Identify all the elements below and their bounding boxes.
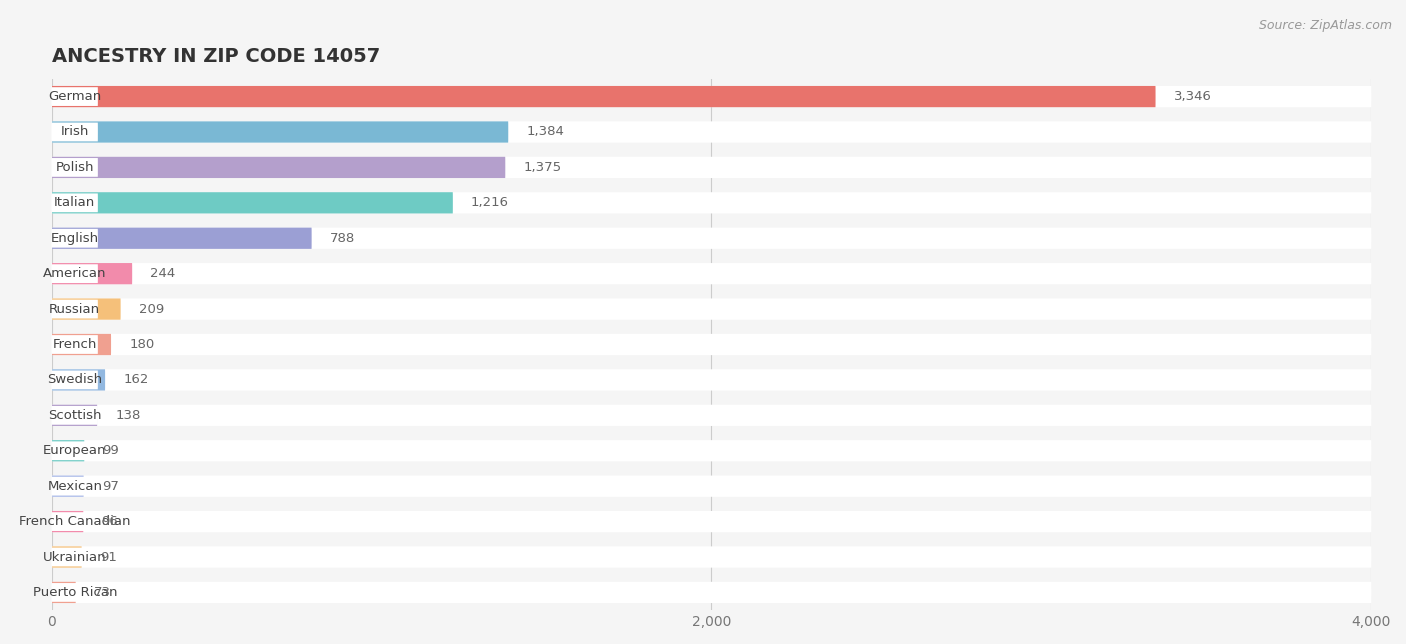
Text: Ukrainian: Ukrainian	[44, 551, 107, 564]
FancyBboxPatch shape	[52, 227, 312, 249]
Text: 97: 97	[101, 480, 118, 493]
Text: English: English	[51, 232, 98, 245]
Text: 1,375: 1,375	[523, 161, 561, 174]
FancyBboxPatch shape	[52, 299, 98, 319]
FancyBboxPatch shape	[52, 547, 98, 566]
FancyBboxPatch shape	[52, 334, 111, 355]
FancyBboxPatch shape	[52, 475, 1371, 497]
FancyBboxPatch shape	[52, 511, 1371, 532]
FancyBboxPatch shape	[52, 475, 84, 497]
Text: 3,346: 3,346	[1174, 90, 1212, 103]
FancyBboxPatch shape	[52, 440, 1371, 461]
FancyBboxPatch shape	[52, 477, 98, 496]
FancyBboxPatch shape	[52, 87, 98, 106]
Text: 1,384: 1,384	[526, 126, 564, 138]
Text: 91: 91	[100, 551, 117, 564]
FancyBboxPatch shape	[52, 86, 1371, 107]
Text: French Canadian: French Canadian	[20, 515, 131, 528]
Text: Puerto Rican: Puerto Rican	[32, 586, 117, 599]
Text: German: German	[48, 90, 101, 103]
FancyBboxPatch shape	[52, 193, 98, 213]
Text: French: French	[52, 338, 97, 351]
Text: Polish: Polish	[55, 161, 94, 174]
FancyBboxPatch shape	[52, 227, 1371, 249]
FancyBboxPatch shape	[52, 158, 98, 177]
FancyBboxPatch shape	[52, 441, 98, 460]
FancyBboxPatch shape	[52, 370, 98, 390]
Text: 96: 96	[101, 515, 118, 528]
FancyBboxPatch shape	[52, 86, 1156, 107]
FancyBboxPatch shape	[52, 229, 98, 248]
Text: 209: 209	[139, 303, 165, 316]
Text: 788: 788	[330, 232, 356, 245]
FancyBboxPatch shape	[52, 264, 98, 283]
FancyBboxPatch shape	[52, 192, 453, 213]
Text: 244: 244	[150, 267, 176, 280]
FancyBboxPatch shape	[52, 298, 121, 319]
Text: Source: ZipAtlas.com: Source: ZipAtlas.com	[1258, 19, 1392, 32]
FancyBboxPatch shape	[52, 511, 83, 532]
FancyBboxPatch shape	[52, 546, 82, 567]
Text: Scottish: Scottish	[48, 409, 101, 422]
Text: 73: 73	[94, 586, 111, 599]
FancyBboxPatch shape	[52, 335, 98, 354]
FancyBboxPatch shape	[52, 582, 1371, 603]
Text: Irish: Irish	[60, 126, 89, 138]
Text: Swedish: Swedish	[48, 374, 103, 386]
Text: Russian: Russian	[49, 303, 100, 316]
FancyBboxPatch shape	[52, 369, 105, 390]
FancyBboxPatch shape	[52, 369, 1371, 390]
FancyBboxPatch shape	[52, 156, 1371, 178]
Text: American: American	[44, 267, 107, 280]
Text: 162: 162	[124, 374, 149, 386]
Text: 99: 99	[103, 444, 120, 457]
FancyBboxPatch shape	[52, 263, 132, 284]
Text: European: European	[44, 444, 107, 457]
FancyBboxPatch shape	[52, 334, 1371, 355]
Text: 138: 138	[115, 409, 141, 422]
FancyBboxPatch shape	[52, 440, 84, 461]
FancyBboxPatch shape	[52, 192, 1371, 213]
FancyBboxPatch shape	[52, 546, 1371, 567]
FancyBboxPatch shape	[52, 121, 509, 142]
FancyBboxPatch shape	[52, 122, 98, 142]
FancyBboxPatch shape	[52, 263, 1371, 284]
Text: Italian: Italian	[55, 196, 96, 209]
Text: 1,216: 1,216	[471, 196, 509, 209]
Text: 180: 180	[129, 338, 155, 351]
FancyBboxPatch shape	[52, 404, 1371, 426]
FancyBboxPatch shape	[52, 121, 1371, 142]
FancyBboxPatch shape	[52, 404, 97, 426]
FancyBboxPatch shape	[52, 406, 98, 425]
FancyBboxPatch shape	[52, 583, 98, 601]
FancyBboxPatch shape	[52, 512, 98, 531]
FancyBboxPatch shape	[52, 582, 76, 603]
FancyBboxPatch shape	[52, 298, 1371, 319]
FancyBboxPatch shape	[52, 156, 505, 178]
Text: ANCESTRY IN ZIP CODE 14057: ANCESTRY IN ZIP CODE 14057	[52, 47, 380, 66]
Text: Mexican: Mexican	[48, 480, 103, 493]
